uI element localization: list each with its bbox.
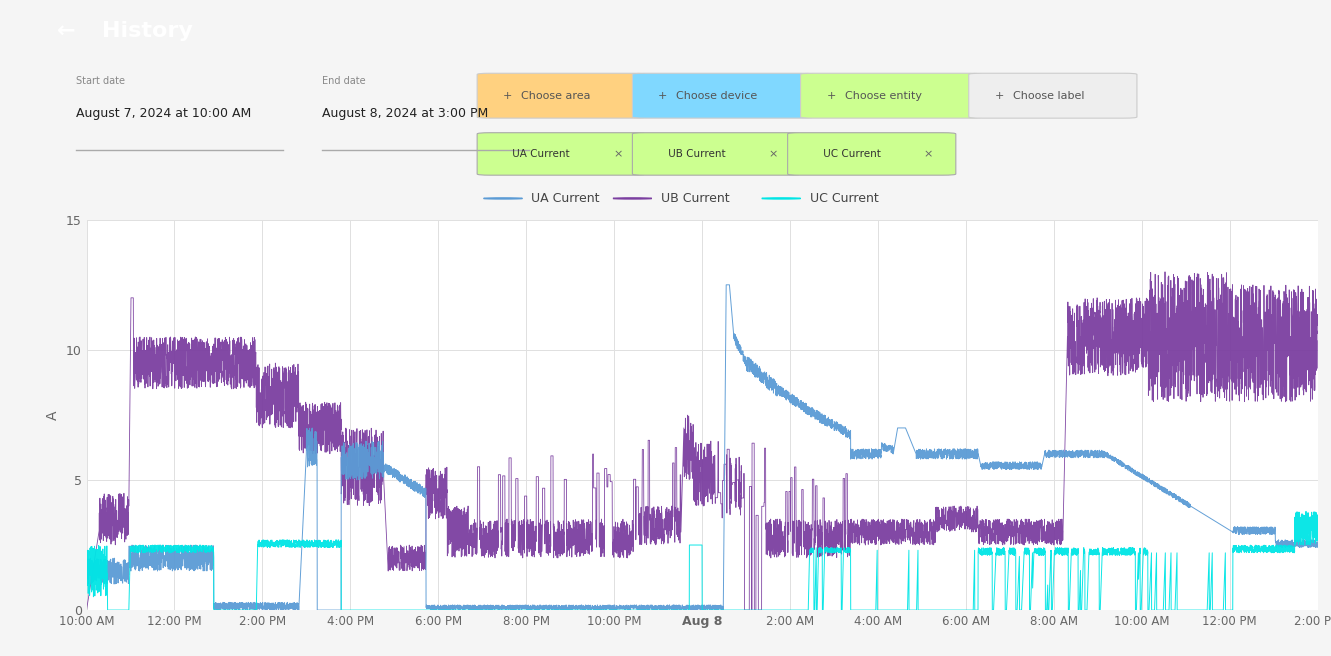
Text: UC Current: UC Current [809, 192, 878, 205]
Text: Start date: Start date [76, 76, 125, 86]
Text: Choose device: Choose device [676, 91, 757, 100]
FancyBboxPatch shape [632, 73, 813, 118]
Text: Choose entity: Choose entity [845, 91, 921, 100]
Text: +: + [994, 91, 1004, 100]
Text: +: + [503, 91, 512, 100]
Text: ×: × [924, 149, 933, 159]
FancyBboxPatch shape [788, 133, 956, 175]
Text: Choose area: Choose area [522, 91, 591, 100]
Text: End date: End date [322, 76, 366, 86]
Y-axis label: A: A [47, 410, 60, 420]
Text: +: + [827, 91, 836, 100]
FancyBboxPatch shape [476, 73, 646, 118]
Text: UA Current: UA Current [510, 149, 570, 159]
Text: Choose label: Choose label [1013, 91, 1085, 100]
Text: UA Current: UA Current [531, 192, 600, 205]
FancyBboxPatch shape [800, 73, 982, 118]
Text: ×: × [614, 149, 623, 159]
FancyBboxPatch shape [476, 133, 646, 175]
Text: +: + [659, 91, 668, 100]
FancyBboxPatch shape [969, 73, 1137, 118]
Text: UB Current: UB Current [662, 192, 729, 205]
Text: ×: × [768, 149, 777, 159]
FancyBboxPatch shape [632, 133, 800, 175]
Text: UC Current: UC Current [820, 149, 881, 159]
Text: ←: ← [57, 21, 76, 41]
Circle shape [761, 198, 800, 199]
Text: August 7, 2024 at 10:00 AM: August 7, 2024 at 10:00 AM [76, 107, 252, 120]
Text: History: History [102, 21, 193, 41]
Circle shape [483, 198, 522, 199]
Text: August 8, 2024 at 3:00 PM: August 8, 2024 at 3:00 PM [322, 107, 488, 120]
Text: UB Current: UB Current [664, 149, 725, 159]
Circle shape [614, 198, 652, 199]
